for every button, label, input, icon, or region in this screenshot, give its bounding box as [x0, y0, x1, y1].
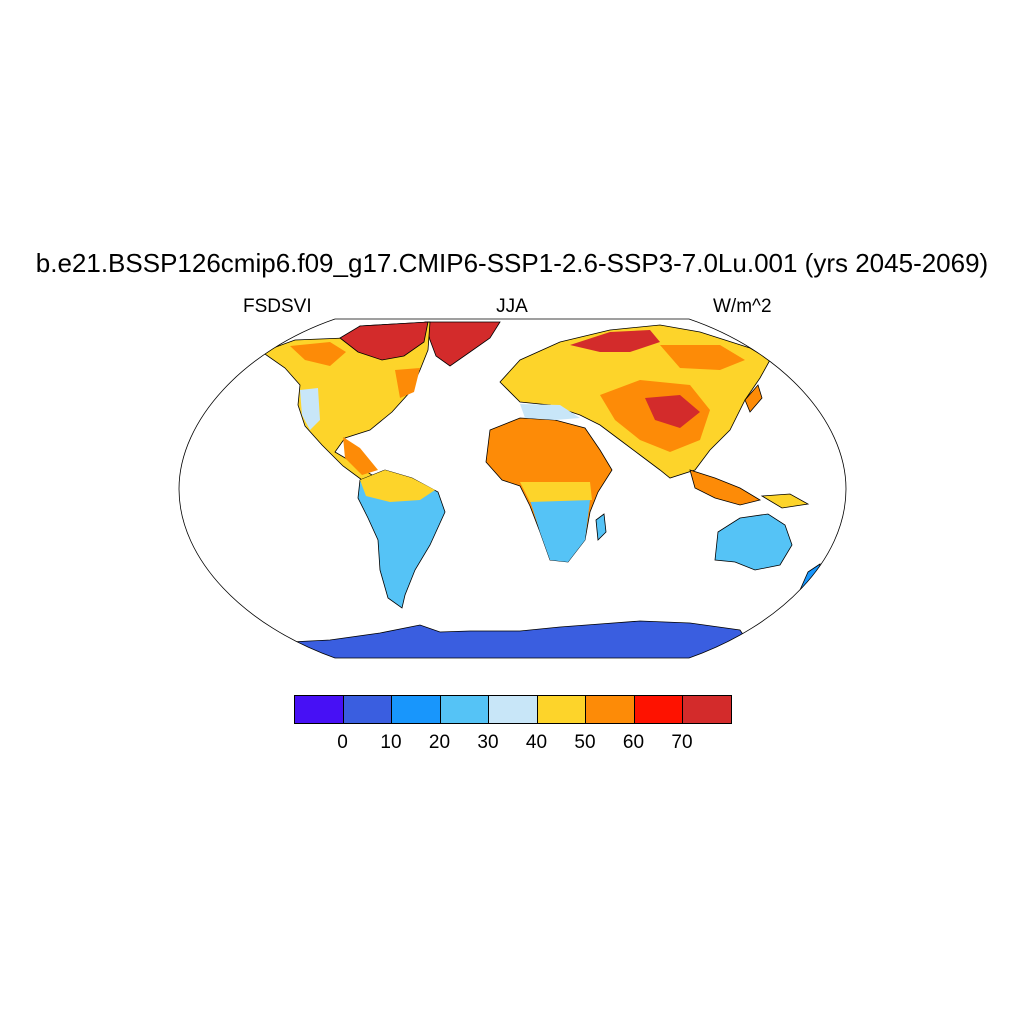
colorbar-tick-label: 20	[428, 732, 451, 753]
map-boundary	[178, 318, 847, 659]
variable-label: FSDSVI	[243, 296, 312, 317]
canada-arctic	[339, 321, 429, 361]
colorbar-swatch	[682, 695, 732, 724]
units-label: W/m^2	[713, 296, 772, 317]
colorbar-tick-label: 10	[380, 732, 402, 753]
colorbar-swatch	[585, 695, 635, 724]
colorbar-swatch	[488, 695, 538, 724]
colorbar-tick-label: 70	[671, 732, 693, 753]
antarctica	[258, 620, 761, 658]
season-label: JJA	[496, 296, 528, 317]
colorbar-swatch	[439, 695, 489, 724]
north-america-warm	[290, 342, 420, 475]
colorbar-tick-label: 40	[525, 732, 548, 753]
africa-equator	[520, 482, 592, 502]
colorbar-tick-label: 60	[622, 732, 645, 753]
colorbar-swatch	[342, 695, 392, 724]
colorbar-swatch	[536, 695, 586, 724]
mediterranean-cool	[520, 404, 580, 420]
japan	[744, 384, 763, 413]
madagascar	[595, 513, 607, 541]
colorbar-swatch	[294, 695, 344, 724]
australia	[714, 513, 793, 571]
southeast-asia	[689, 469, 762, 506]
plot-title: b.e21.BSSP126cmip6.f09_g17.CMIP6-SSP1-2.…	[35, 248, 989, 278]
north-america-cool	[300, 388, 320, 430]
siberia-hot	[570, 330, 660, 352]
colorbar-swatch	[391, 695, 441, 724]
colorbar-tick-label: 0	[337, 732, 348, 753]
greenland	[424, 321, 501, 367]
new-guinea	[760, 493, 810, 509]
tibet-hot	[645, 395, 700, 428]
colorbar-tick-label: 50	[574, 732, 596, 753]
south-america-north	[360, 470, 435, 502]
colorbar-swatch	[633, 695, 683, 724]
colorbar-tick-label: 30	[477, 732, 499, 753]
africa-south	[530, 500, 590, 562]
